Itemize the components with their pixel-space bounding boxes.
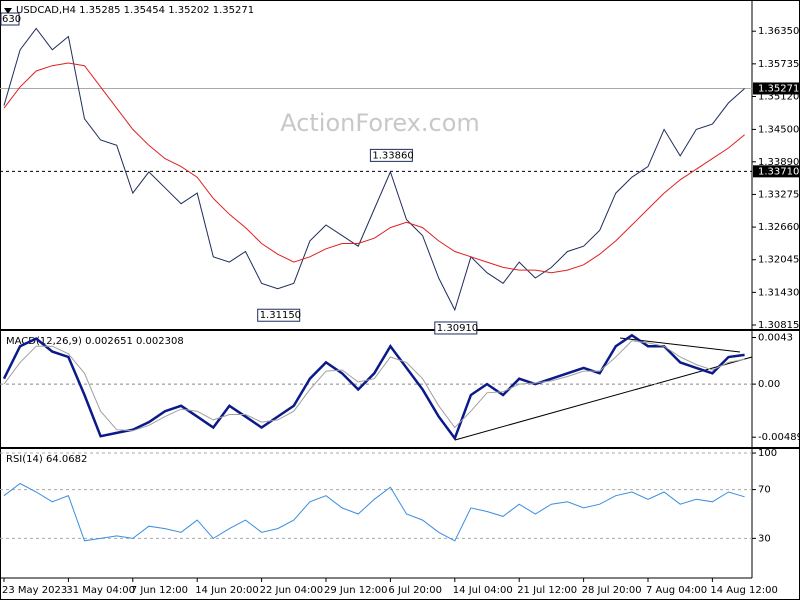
x-tick-label: 7 Aug 04:00 [646, 585, 707, 596]
x-tick-label: 14 Aug 12:00 [710, 585, 777, 596]
y-tick-label: 1.33275 [758, 189, 799, 200]
price-tag [753, 165, 799, 178]
annotation-box [369, 148, 413, 162]
annotation-box [257, 308, 301, 322]
price-tag [753, 82, 799, 95]
y-tick-label: 1.36350 [758, 26, 799, 37]
series-line [3, 482, 745, 542]
y-tick-label: 1.32045 [758, 255, 799, 266]
x-tick-label: 21 Jul 12:00 [517, 585, 577, 596]
y-tick-label: 1.30815 [758, 320, 799, 331]
annotation: 1.30910 [437, 323, 478, 334]
y-tick-label: 1.35735 [758, 59, 799, 70]
y-tick-label: 0.00 [758, 379, 780, 390]
y-tick-label: 0.0043 [758, 333, 793, 344]
x-tick-label: 28 Jul 20:00 [582, 585, 642, 596]
x-tick-label: 6 Jul 20:00 [388, 585, 442, 596]
x-tick-label: 31 May 04:00 [66, 585, 135, 596]
level-label: 1.33710 [758, 166, 799, 177]
y-tick-label: 100 [758, 448, 777, 459]
series-line [3, 340, 745, 432]
watermark: ActionForex.com [280, 109, 480, 137]
x-tick-label: 22 Jun 04:00 [260, 585, 324, 596]
x-tick-label: 23 May 2023 [2, 585, 67, 596]
chart-title: USDCAD,H4 1.35285 1.35454 1.35202 1.3527… [16, 5, 254, 16]
y-tick-label: 30 [758, 533, 771, 544]
annotation-box [434, 321, 478, 335]
y-tick-label: 1.32660 [758, 222, 799, 233]
y-tick-label: 1.33890 [758, 157, 799, 168]
panel-title: MACD(12,26,9) 0.002651 0.002308 [6, 336, 184, 347]
y-tick-label: -0.004895 [758, 432, 800, 443]
y-tick-label: 1.34500 [758, 124, 799, 135]
label-box [0, 12, 20, 26]
annotation: 1.33860 [372, 150, 413, 161]
x-tick-label: 7 Jun 12:00 [131, 585, 188, 596]
panel-title: RSI(14) 64.0682 [6, 454, 87, 465]
series-line [3, 27, 745, 312]
x-tick-label: 14 Jul 04:00 [453, 585, 513, 596]
x-tick-label: 14 Jun 20:00 [195, 585, 259, 596]
current-price-label: 1.35271 [758, 83, 799, 94]
annotation: 1.31150 [260, 310, 301, 321]
x-tick-label: 29 Jun 12:00 [324, 585, 388, 596]
annotation: 630 [2, 14, 21, 25]
series-line [3, 62, 745, 274]
y-tick-label: 1.35120 [758, 91, 799, 102]
dropdown-icon [4, 8, 12, 14]
y-tick-label: 1.31430 [758, 287, 799, 298]
y-tick-label: 70 [758, 485, 771, 496]
